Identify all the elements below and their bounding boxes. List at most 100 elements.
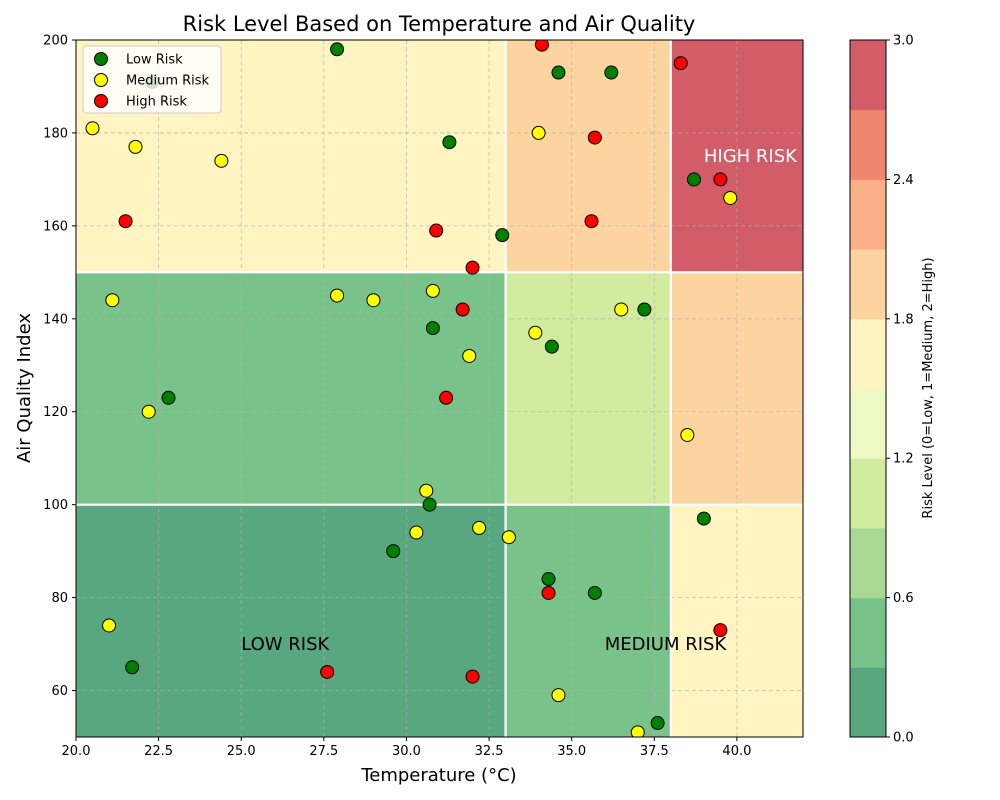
x-tick-label-4: 30.0 <box>392 744 421 759</box>
y-tick-label-7: 200 <box>43 34 68 49</box>
colorbar-band-5 <box>850 318 886 389</box>
point-s1-12 <box>141 404 156 419</box>
risk-region-1 <box>505 504 671 737</box>
chart-title: Risk Level Based on Temperature and Air … <box>183 12 696 36</box>
point-s2-1 <box>673 56 688 71</box>
risk-region-0 <box>76 504 506 737</box>
colorbar-band-4 <box>850 388 886 459</box>
point-s2-6 <box>429 223 444 238</box>
point-s1-2 <box>214 153 229 168</box>
x-axis-title: Temperature (°C) <box>360 765 516 786</box>
x-tick-label-1: 22.5 <box>144 744 173 759</box>
legend-marker-0 <box>94 52 108 66</box>
y-axis-title: Air Quality Index <box>14 313 35 463</box>
risk-regions <box>76 40 803 737</box>
region-labels: LOW RISK MEDIUM RISK HIGH RISK <box>241 146 798 655</box>
point-s0-15 <box>587 585 602 600</box>
risk-region-3 <box>76 272 506 505</box>
point-s1-8 <box>425 283 440 298</box>
colorbar-frame <box>849 39 887 738</box>
region-label-2: HIGH RISK <box>704 146 798 167</box>
colorbar-band-2 <box>850 527 886 599</box>
point-s1-19 <box>551 688 566 703</box>
point-s0-14 <box>541 572 556 587</box>
region-label-1: MEDIUM RISK <box>605 634 728 655</box>
point-s1-15 <box>409 525 424 540</box>
colorbar-tick-label-4: 2.4 <box>893 173 914 188</box>
point-s2-4 <box>118 214 133 229</box>
colorbar: 0.0 0.6 1.2 1.8 2.4 3.0 <box>849 34 914 746</box>
point-s0-2 <box>551 65 566 80</box>
point-s0-11 <box>422 497 437 512</box>
point-s0-12 <box>696 511 711 526</box>
plot-frame <box>75 39 804 738</box>
legend-marker-2 <box>94 94 108 108</box>
point-s2-0 <box>534 40 549 52</box>
point-s2-12 <box>320 664 335 679</box>
legend-label-2: High Risk <box>126 95 187 110</box>
y-tick-label-0: 60 <box>51 684 68 699</box>
x-tick-label-6: 35.0 <box>557 744 586 759</box>
point-s1-16 <box>472 520 487 535</box>
x-tick-label-0: 20.0 <box>62 744 91 759</box>
y-tick-label-3: 120 <box>43 405 68 420</box>
colorbar-band-8 <box>850 109 886 180</box>
point-s0-5 <box>686 172 701 187</box>
point-s0-9 <box>544 339 559 354</box>
colorbar-tick-label-2: 1.2 <box>893 452 914 467</box>
point-s0-17 <box>650 716 665 731</box>
y-tick-label-4: 140 <box>43 312 68 327</box>
legend-label-0: Low Risk <box>126 53 183 68</box>
point-s2-13 <box>465 669 480 684</box>
x-tick-label-2: 25.0 <box>227 744 256 759</box>
point-s2-9 <box>439 390 454 405</box>
point-s1-5 <box>105 293 120 308</box>
legend-box <box>82 45 222 114</box>
point-s0-8 <box>425 321 440 336</box>
colorbar-tick-label-5: 3.0 <box>893 34 914 49</box>
point-s2-7 <box>465 260 480 275</box>
point-s0-1 <box>330 42 345 57</box>
point-s0-13 <box>386 544 401 559</box>
colorbar-band-7 <box>850 179 886 250</box>
point-s0-4 <box>442 135 457 150</box>
point-s1-10 <box>528 325 543 340</box>
risk-region-7 <box>505 40 671 273</box>
point-s1-18 <box>102 618 117 633</box>
point-s0-6 <box>495 228 510 243</box>
point-s0-16 <box>125 660 140 675</box>
point-s2-11 <box>713 623 728 638</box>
point-s1-7 <box>366 293 381 308</box>
x-tick-label-8: 40.0 <box>722 744 751 759</box>
colorbar-tick-label-1: 0.6 <box>893 591 914 606</box>
colorbar-band-6 <box>850 249 886 320</box>
point-s2-5 <box>584 214 599 229</box>
x-tick-label-3: 27.5 <box>309 744 338 759</box>
point-s1-14 <box>419 483 434 498</box>
point-s2-10 <box>541 585 556 600</box>
risk-region-5 <box>670 272 803 505</box>
colorbar-band-0 <box>850 667 886 738</box>
legend-marker-1 <box>94 73 108 87</box>
point-s0-10 <box>161 390 176 405</box>
legend: Low Risk Medium Risk High Risk <box>82 45 222 114</box>
point-s2-2 <box>587 130 602 145</box>
point-s1-3 <box>531 125 546 140</box>
colorbar-tick-label-3: 1.8 <box>893 312 914 327</box>
colorbar-tick-label-0: 0.0 <box>893 731 914 746</box>
x-tick-label-5: 32.5 <box>475 744 504 759</box>
colorbar-band-9 <box>850 40 886 111</box>
x-tick-label-7: 37.5 <box>640 744 669 759</box>
y-axis-ticks: 60 80 100 120 140 160 180 200 <box>43 34 76 699</box>
y-tick-label-2: 100 <box>43 498 68 513</box>
point-s1-17 <box>501 530 516 545</box>
point-s2-8 <box>455 302 470 317</box>
x-axis-ticks: 20.0 22.5 25.0 27.5 30.0 32.5 35.0 37.5 40.0 <box>62 737 751 759</box>
point-s1-20 <box>630 725 645 737</box>
y-tick-label-5: 160 <box>43 219 68 234</box>
point-s0-7 <box>637 302 652 317</box>
legend-label-1: Medium Risk <box>126 74 210 89</box>
colorbar-band-1 <box>850 597 886 668</box>
point-s1-11 <box>462 348 477 363</box>
